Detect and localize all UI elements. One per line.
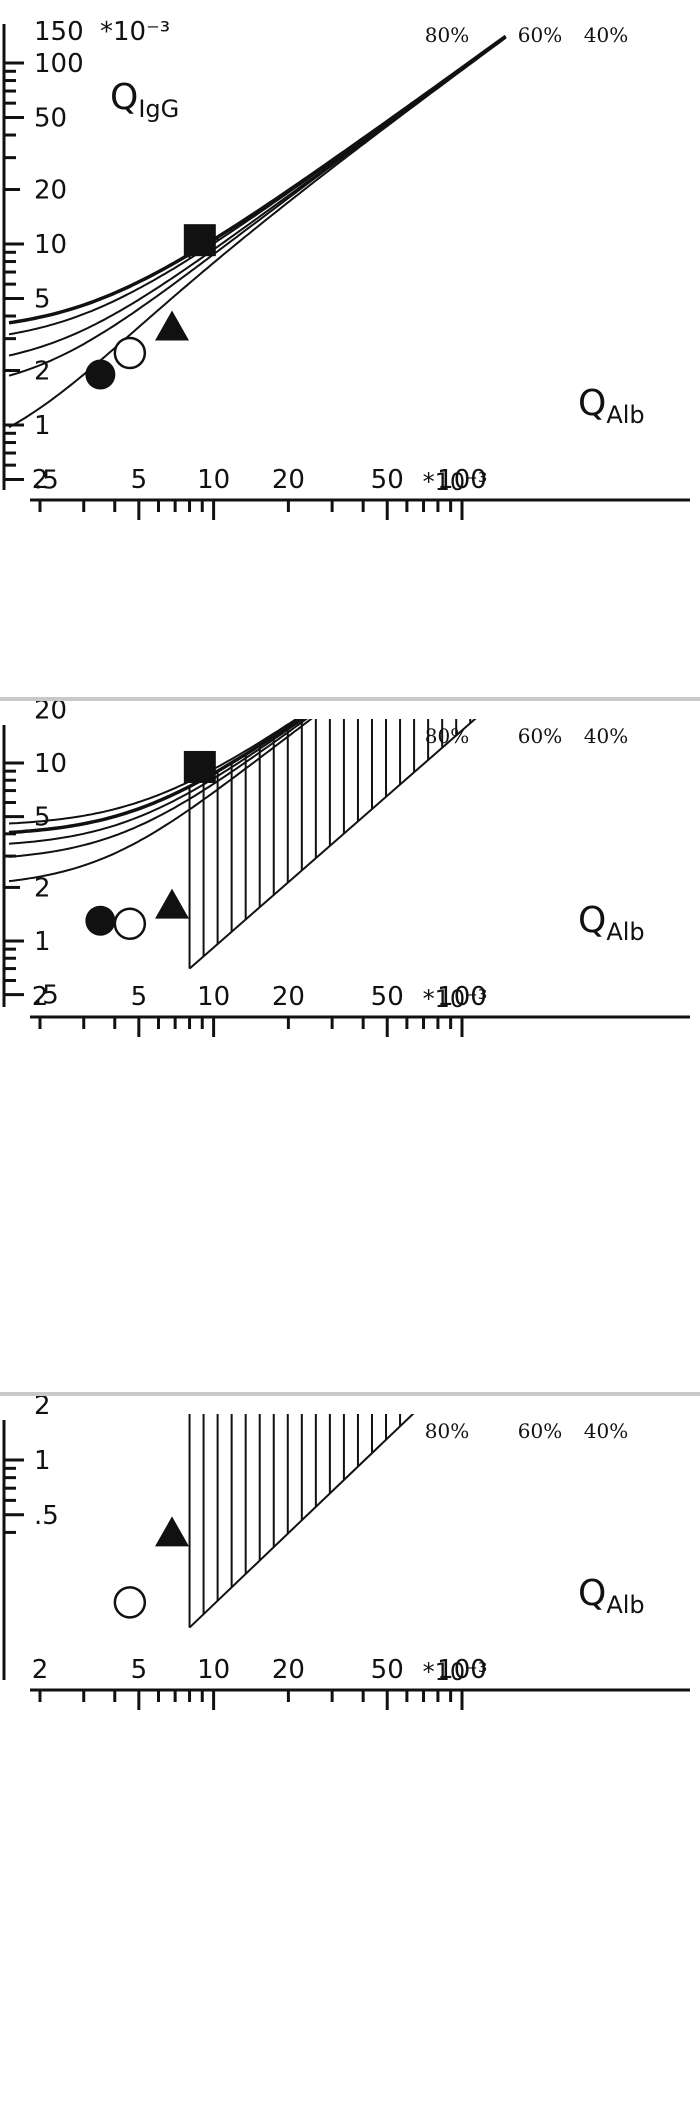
point-square xyxy=(183,750,216,783)
x-tick-label: 10 xyxy=(197,1655,230,1685)
y-tick-label: 1 xyxy=(34,927,51,957)
reibergram-iga: .5125102050100150*10⁻³QIgA25102050100*10… xyxy=(0,701,700,1392)
point-triangle xyxy=(155,888,190,919)
x-unit-label: *10⁻³ xyxy=(423,985,488,1013)
x-unit-label: *10⁻³ xyxy=(423,1658,488,1686)
curve-label-80pct: 80% xyxy=(425,1419,469,1443)
discrimination-curve-80pct xyxy=(8,719,313,883)
reibergram-igg: .5 1 2 5 10 20 50 100 150 *10⁻³ QIgG 2 5 10 20 50 100 *10… xyxy=(0,0,700,697)
x-axis-label-sub: Alb xyxy=(606,401,644,429)
y-tick-label: 1 xyxy=(34,1446,51,1476)
discrimination-curve-40pct xyxy=(8,719,305,845)
discrimination-curve-80pct xyxy=(8,36,507,429)
point-circle-filled xyxy=(85,905,116,936)
x-tick-label: 10 xyxy=(197,982,230,1012)
curve-label-40pct: 40% xyxy=(584,23,628,47)
point-circle-open xyxy=(113,1586,147,1619)
point-triangle xyxy=(155,310,190,341)
lower-limit-line xyxy=(188,1414,415,1629)
y-tick-label: 5 xyxy=(34,284,51,314)
point-square xyxy=(183,224,216,257)
x-tick-label: 50 xyxy=(371,465,404,495)
reibergram-igm-plot: .5125102050100150*10⁻³QIgM25102050100*10… xyxy=(2,1396,690,1710)
x-tick-label: 50 xyxy=(371,982,404,1012)
x-tick-label: 20 xyxy=(272,1655,305,1685)
y-tick-label: 2 xyxy=(34,873,51,903)
curve-label-60pct: 60% xyxy=(518,724,562,748)
x-axis-label: QAlb xyxy=(578,900,645,946)
x-tick-label: 100 xyxy=(437,1655,487,1685)
y-tick-label: .5 xyxy=(34,1501,59,1531)
y-tick-label: .5 xyxy=(34,981,59,1011)
x-tick-label: 100 xyxy=(437,982,487,1012)
plot-area xyxy=(8,719,477,970)
x-axis-label-sub: Alb xyxy=(606,1591,644,1619)
curve-label-60pct: 60% xyxy=(518,1419,562,1443)
discrimination-curve-limit-3 xyxy=(8,35,507,336)
y-tick-label: 50 xyxy=(34,103,67,133)
discrimination-curve-40pct xyxy=(8,36,507,357)
x-axis-label-sub: Alb xyxy=(606,918,644,946)
curve-label-40pct: 40% xyxy=(584,1419,628,1443)
y-tick-label: 20 xyxy=(34,701,67,725)
x-tick-label: 50 xyxy=(371,1655,404,1685)
y-tick-label: 1 xyxy=(34,411,51,441)
point-circle-open xyxy=(113,336,147,370)
y-unit-label: *10⁻³ xyxy=(100,17,170,47)
point-triangle xyxy=(155,1516,190,1547)
x-tick-label: 5 xyxy=(131,982,148,1012)
reibergram-iga-plot: .5125102050100150*10⁻³QIgA25102050100*10… xyxy=(2,701,690,1037)
y-tick-label: 10 xyxy=(34,749,67,779)
curve-label-80pct: 80% xyxy=(425,724,469,748)
discrimination-curve-limit-4 xyxy=(8,34,507,325)
x-axis-label: QAlb xyxy=(578,1573,645,1619)
reibergram-igm: .5125102050100150*10⁻³QIgM25102050100*10… xyxy=(0,1396,700,2113)
x-axis-label: QAlb xyxy=(578,383,645,429)
y-axis-label: QIgG xyxy=(110,77,179,123)
y-tick-label: 150 xyxy=(34,17,84,47)
y-tick-label: .5 xyxy=(34,465,59,495)
point-circle-open xyxy=(113,907,147,941)
y-tick-label: 20 xyxy=(34,176,67,206)
y-tick-label: 10 xyxy=(34,230,67,260)
x-tick-label: 100 xyxy=(437,465,487,495)
x-tick-label: 20 xyxy=(272,465,305,495)
point-circle-filled xyxy=(85,359,116,390)
y-tick-label: 5 xyxy=(34,803,51,833)
discrimination-curve-limit-4 xyxy=(8,719,299,825)
x-tick-label: 10 xyxy=(197,465,230,495)
x-tick-label: 5 xyxy=(131,1655,148,1685)
y-tick-label: 2 xyxy=(34,1396,51,1421)
x-tick-label: 5 xyxy=(131,465,148,495)
y-axis-label-sub: IgG xyxy=(138,95,179,123)
x-tick-label: 20 xyxy=(272,982,305,1012)
discrimination-curve-limit-3 xyxy=(8,719,303,835)
plot-area xyxy=(8,34,507,429)
lower-limit-line xyxy=(188,719,477,970)
x-unit-label: *10⁻³ xyxy=(423,468,488,496)
plot-area xyxy=(188,1414,415,1629)
curve-label-80pct: 80% xyxy=(425,23,469,47)
x-tick-label: 2 xyxy=(32,465,49,495)
y-tick-label: 2 xyxy=(34,357,51,387)
curve-label-40pct: 40% xyxy=(584,724,628,748)
curve-label-60pct: 60% xyxy=(518,23,562,47)
x-tick-label: 2 xyxy=(32,982,49,1012)
y-tick-label: 100 xyxy=(34,49,84,79)
x-tick-label: 2 xyxy=(32,1655,49,1685)
discrimination-curve-60pct xyxy=(8,719,309,858)
